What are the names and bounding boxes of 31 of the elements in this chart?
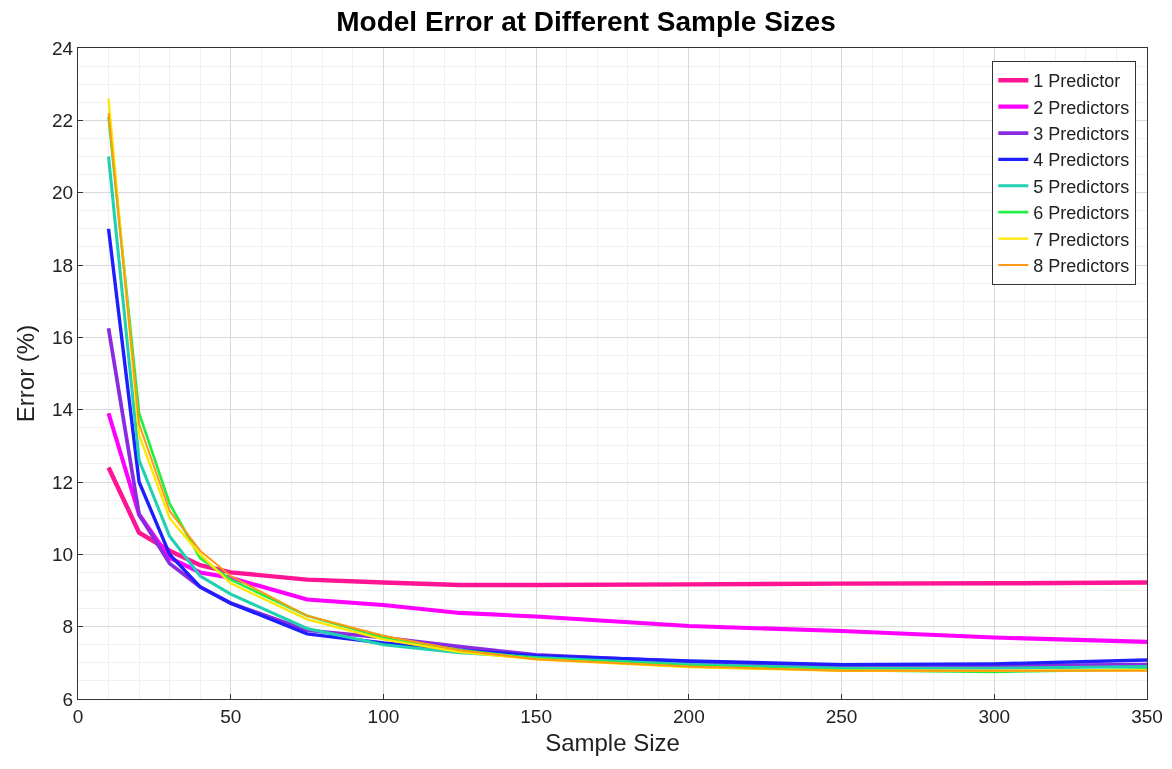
x-tick-label: 250 xyxy=(825,705,858,727)
x-tick-label: 0 xyxy=(72,705,84,727)
legend-label: 7 Predictors xyxy=(1033,229,1130,250)
y-tick-label: 6 xyxy=(62,688,74,710)
chart-title: Model Error at Different Sample Sizes xyxy=(336,6,836,38)
y-tick-label: 14 xyxy=(52,399,74,421)
x-tick-label: 50 xyxy=(220,705,242,727)
legend-label: 8 Predictors xyxy=(1033,256,1130,277)
y-tick-label: 24 xyxy=(52,37,74,59)
y-tick-label: 8 xyxy=(62,616,74,638)
line-series xyxy=(106,465,1147,588)
legend-label: 2 Predictors xyxy=(1033,97,1130,118)
x-tick-label: 100 xyxy=(367,705,400,727)
y-tick-label: 10 xyxy=(52,543,74,565)
legend-label: 1 Predictor xyxy=(1033,71,1121,92)
x-axis-title: Sample Size xyxy=(545,729,680,757)
x-tick-label: 350 xyxy=(1131,705,1163,727)
y-tick-label: 20 xyxy=(52,182,74,204)
y-tick-label: 22 xyxy=(52,109,74,131)
y-axis-title: Error (%) xyxy=(12,324,40,423)
legend-label: 4 Predictors xyxy=(1033,150,1130,171)
x-tick-label: 300 xyxy=(978,705,1011,727)
legend-label: 5 Predictors xyxy=(1033,176,1130,197)
legend-label: 6 Predictors xyxy=(1033,203,1130,224)
y-tick-label: 18 xyxy=(52,254,74,276)
x-tick-label: 200 xyxy=(673,705,705,727)
y-tick-label: 16 xyxy=(52,326,74,348)
line-series xyxy=(106,411,1147,644)
y-tick-label: 12 xyxy=(52,471,74,493)
legend-label: 3 Predictors xyxy=(1033,124,1130,145)
x-tick-label: 150 xyxy=(520,705,552,727)
